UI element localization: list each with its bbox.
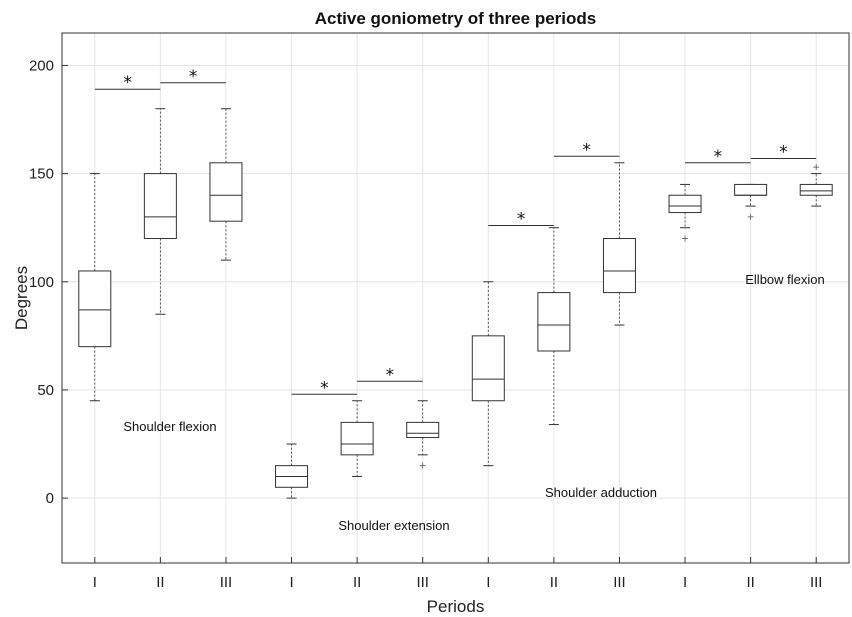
y-axis-ticks: 0 50 100 150 200 bbox=[29, 57, 68, 507]
significance-mark: * bbox=[517, 210, 526, 230]
outlier-marker bbox=[813, 164, 820, 171]
iqr-box bbox=[78, 270, 112, 348]
significance-mark: * bbox=[386, 365, 395, 385]
box-shoulder-adduction-II bbox=[537, 227, 571, 426]
group-label: Shoulder flexion bbox=[123, 419, 216, 434]
x-tick-label: I bbox=[289, 574, 293, 591]
box-shoulder-flexion-III bbox=[209, 108, 243, 261]
iqr-box bbox=[406, 421, 440, 439]
significance-markers: * * * * * * * * bbox=[94, 67, 817, 398]
x-tick-label: I bbox=[93, 574, 97, 591]
box-shoulder-adduction-I bbox=[471, 281, 505, 467]
y-tick-label: 200 bbox=[29, 57, 54, 74]
group-labels: Shoulder flexion Shoulder extension Should… bbox=[123, 272, 824, 533]
box-ellbow-flexion-III bbox=[799, 164, 833, 207]
group-label: Shoulder extension bbox=[338, 518, 449, 533]
x-tick-label: III bbox=[416, 574, 429, 591]
x-axis-ticks: I II III I II III I II III I II III bbox=[93, 557, 823, 591]
significance-mark: * bbox=[582, 140, 591, 160]
x-tick-label: III bbox=[810, 574, 823, 591]
group-label: Ellbow flexion bbox=[745, 272, 825, 287]
iqr-box bbox=[209, 162, 243, 222]
box-ellbow-flexion-II bbox=[734, 183, 768, 220]
x-axis-label: Periods bbox=[427, 597, 485, 616]
outlier-marker bbox=[747, 213, 754, 220]
x-tick-label: II bbox=[550, 574, 558, 591]
chart-title: Active goniometry of three periods bbox=[315, 9, 597, 28]
box-shoulder-flexion-II bbox=[143, 108, 177, 315]
iqr-box bbox=[471, 335, 505, 402]
box-shoulder-flexion-I bbox=[78, 173, 112, 402]
iqr-box bbox=[734, 183, 768, 196]
box-ellbow-flexion-I bbox=[668, 183, 702, 242]
outlier-marker bbox=[682, 235, 689, 242]
x-tick-label: II bbox=[156, 574, 164, 591]
plot-area bbox=[61, 32, 850, 564]
outlier-marker bbox=[419, 462, 426, 469]
iqr-box bbox=[340, 421, 374, 456]
iqr-box bbox=[668, 194, 702, 214]
significance-mark: * bbox=[189, 67, 198, 87]
y-tick-label: 150 bbox=[29, 166, 54, 183]
significance-mark: * bbox=[123, 73, 132, 93]
box-shoulder-extension-III bbox=[406, 400, 440, 469]
iqr-box bbox=[799, 183, 833, 196]
y-tick-label: 50 bbox=[37, 382, 54, 399]
significance-mark: * bbox=[320, 378, 329, 398]
box-shoulder-extension-II bbox=[340, 400, 374, 477]
iqr-box bbox=[143, 173, 177, 240]
x-tick-label: II bbox=[746, 574, 754, 591]
x-tick-label: I bbox=[486, 574, 490, 591]
iqr-box bbox=[537, 292, 571, 352]
x-tick-label: III bbox=[220, 574, 233, 591]
box-series bbox=[78, 108, 833, 499]
box-shoulder-extension-I bbox=[275, 443, 309, 499]
x-tick-label: I bbox=[683, 574, 687, 591]
x-tick-label: III bbox=[613, 574, 626, 591]
iqr-box bbox=[602, 238, 636, 294]
significance-mark: * bbox=[779, 142, 788, 162]
y-tick-label: 100 bbox=[29, 274, 54, 291]
x-tick-label: II bbox=[353, 574, 361, 591]
grid bbox=[62, 33, 849, 563]
group-label: Shoulder adduction bbox=[545, 485, 657, 500]
box-shoulder-adduction-III bbox=[602, 162, 636, 326]
y-tick-label: 0 bbox=[46, 490, 54, 507]
significance-mark: * bbox=[714, 147, 723, 167]
y-axis-label: Degrees bbox=[12, 266, 31, 330]
